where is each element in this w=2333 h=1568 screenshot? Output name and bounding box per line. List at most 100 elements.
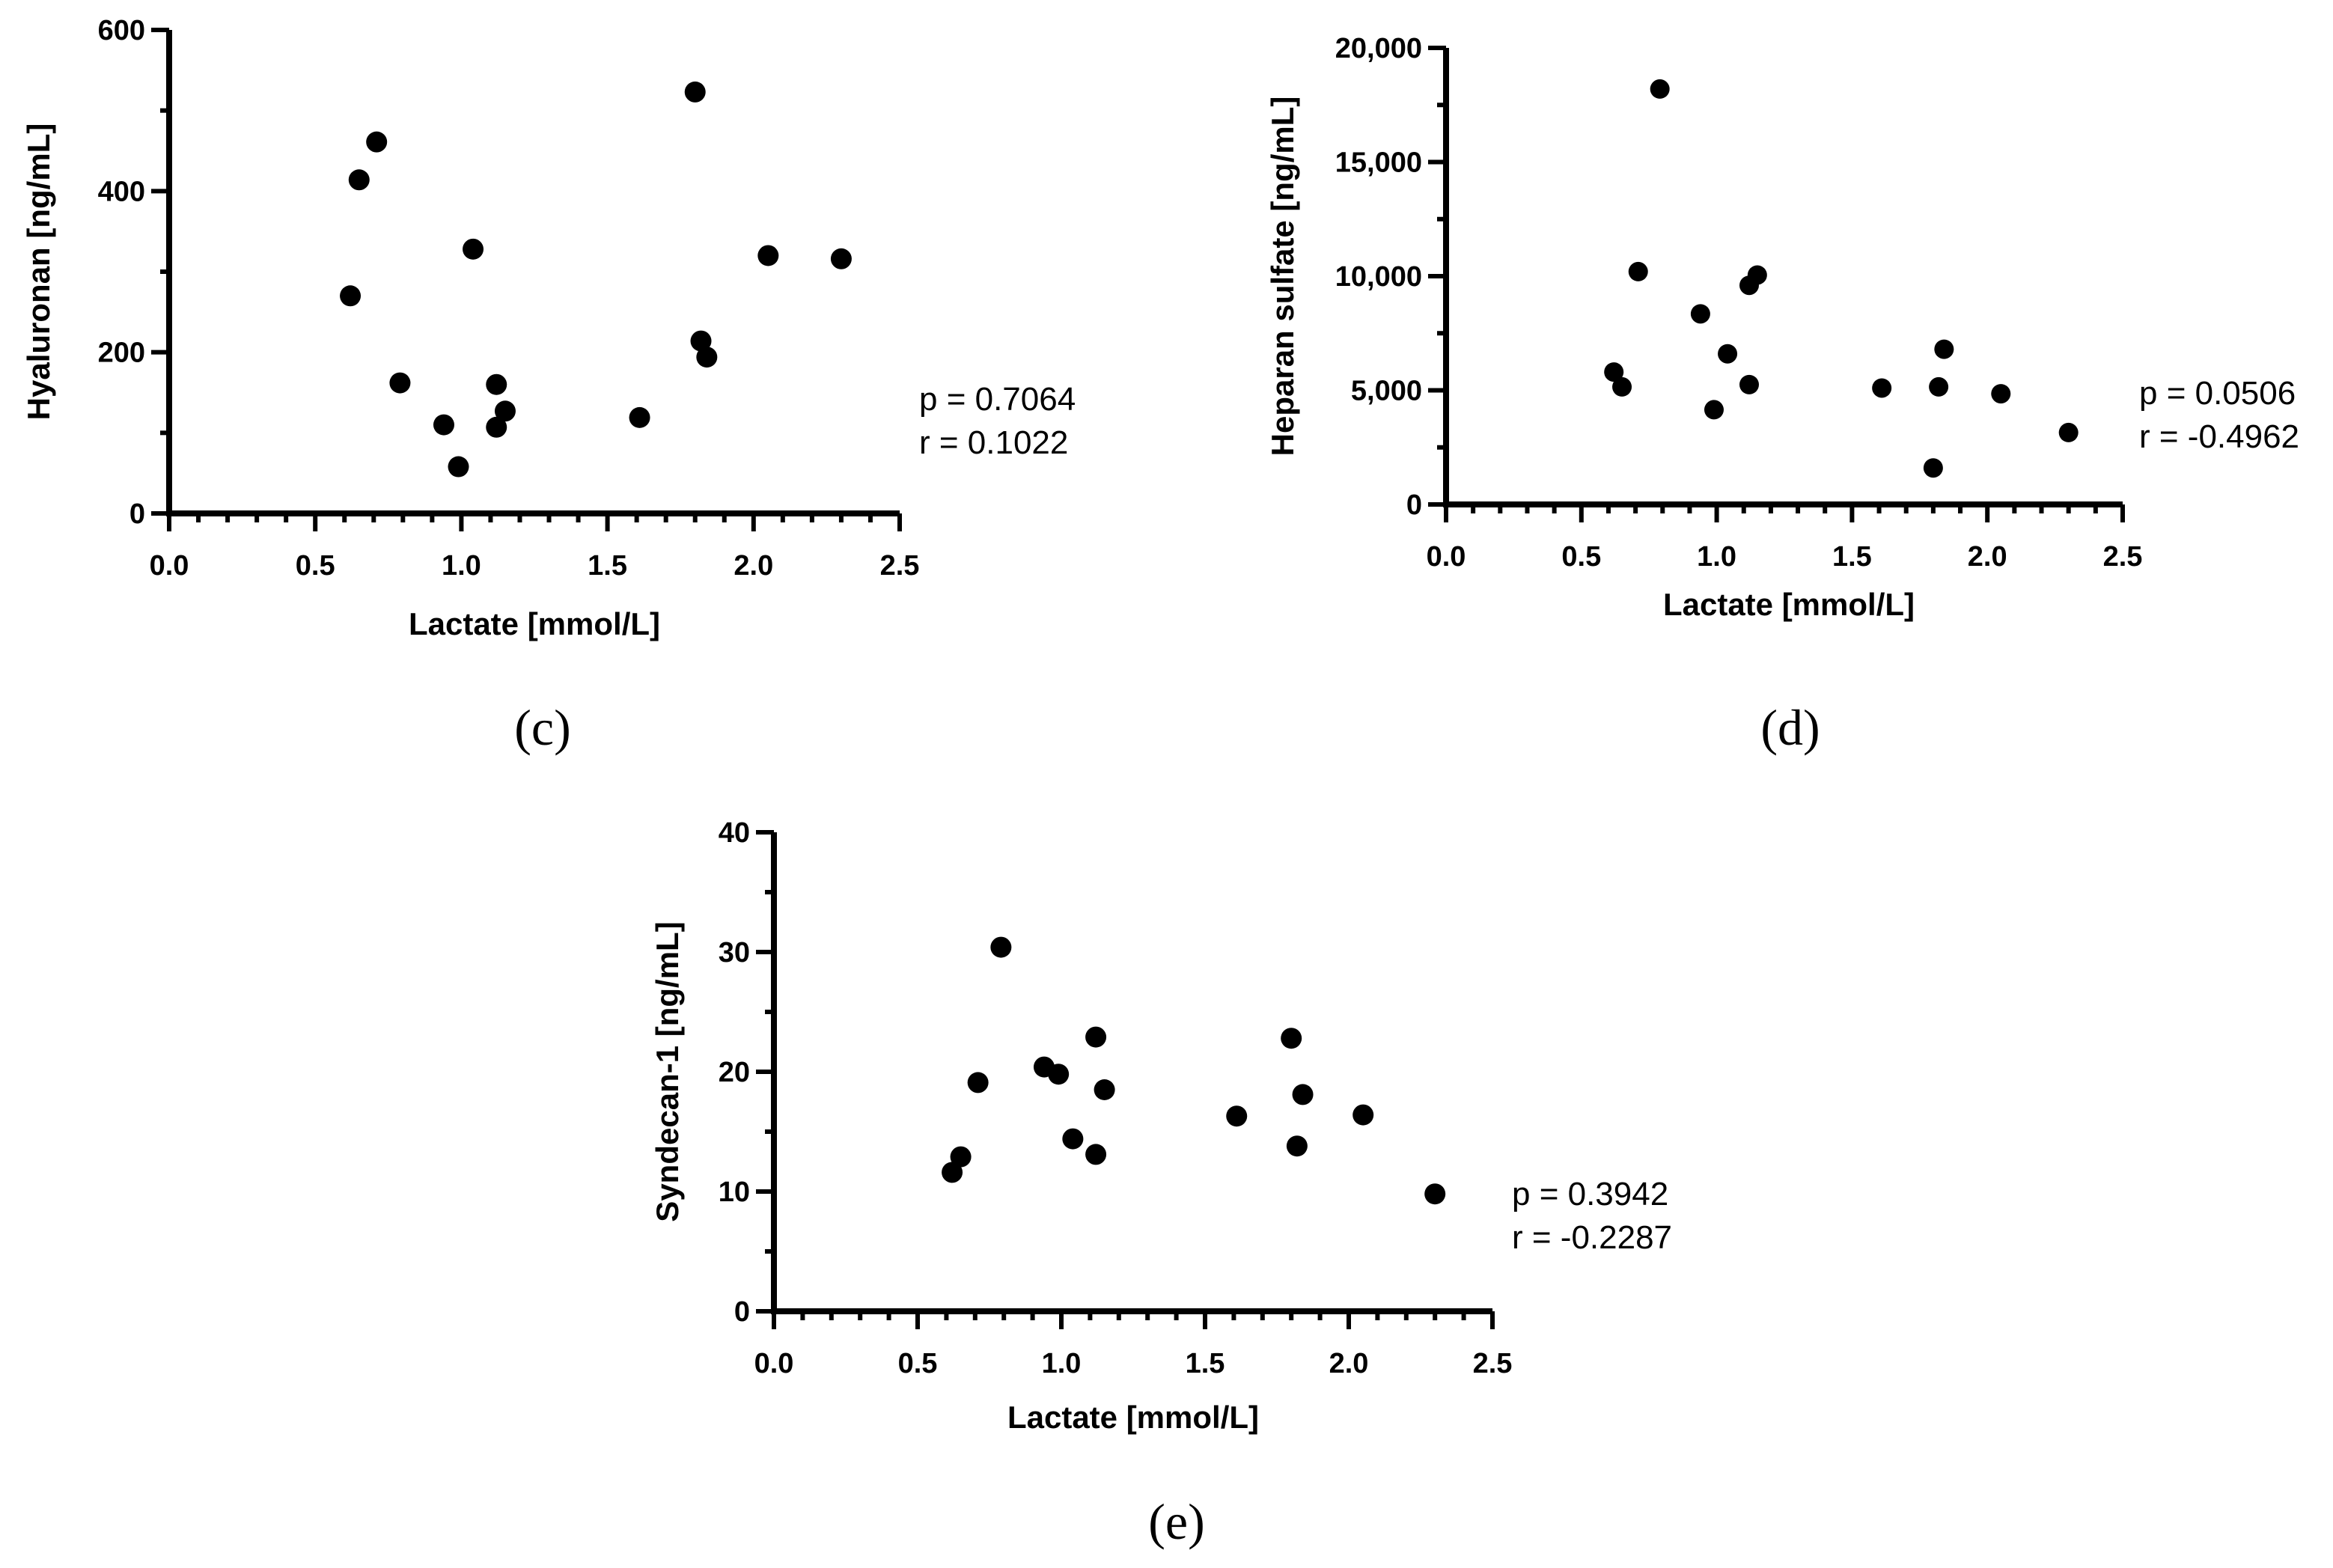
data-point	[1923, 458, 1943, 478]
y-tick-label: 0	[734, 1296, 750, 1328]
y-tick-labels: 0 10 20 30 40	[719, 817, 750, 1328]
data-point	[629, 406, 650, 428]
tick-marks	[1428, 46, 2125, 522]
tick-marks	[756, 830, 1495, 1329]
data-point	[1085, 1144, 1107, 1165]
x-tick-label: 1.0	[1042, 1348, 1082, 1379]
x-tick-label: 1.5	[1832, 541, 1872, 573]
r-value-text: r = -0.4962	[2139, 418, 2299, 455]
y-tick-label: 200	[98, 338, 145, 369]
data-point	[348, 169, 370, 191]
data-point	[830, 248, 852, 269]
data-point	[950, 1146, 972, 1168]
data-point	[494, 400, 516, 422]
data-point	[433, 414, 454, 436]
x-tick-label: 2.5	[2103, 541, 2143, 573]
data-point	[942, 1162, 963, 1183]
x-tick-label: 0.0	[754, 1348, 794, 1379]
data-point	[1226, 1105, 1248, 1127]
y-tick-labels: 0 5,000 10,000 15,000 20,000	[1335, 33, 1422, 521]
data-points	[942, 936, 1446, 1205]
data-point	[1704, 400, 1724, 420]
data-point	[1352, 1104, 1374, 1126]
data-point	[1872, 378, 1892, 398]
x-tick-label: 1.0	[442, 550, 481, 582]
data-point	[1424, 1183, 1446, 1205]
x-tick-label: 2.5	[1473, 1348, 1513, 1379]
y-tick-label: 400	[98, 176, 145, 207]
y-tick-label: 40	[719, 817, 750, 849]
x-tick-label: 2.0	[734, 550, 773, 582]
data-point	[1690, 304, 1710, 324]
data-point	[967, 1072, 989, 1093]
data-point	[1991, 384, 2011, 404]
y-axis-title: Hyaluronan [ng/mL]	[21, 123, 56, 421]
panel-label-e: (e)	[1148, 1493, 1204, 1550]
x-tick-label: 0.5	[1561, 541, 1601, 573]
x-tick-label: 1.5	[1186, 1348, 1225, 1379]
data-point	[1604, 362, 1624, 382]
y-tick-label: 10	[719, 1177, 750, 1208]
chart-panel-e: 0.0 0.5 1.0 1.5 2.0 2.5 0 10 20 30 40 Lactate [mm…	[650, 817, 1672, 1550]
data-point	[1650, 79, 1670, 99]
data-point	[1094, 1079, 1115, 1100]
chart-panel-d: 0.0 0.5 1.0 1.5 2.0 2.5 0 5,000 10,000 15,000 20,…	[1265, 33, 2299, 756]
data-point	[1062, 1128, 1084, 1150]
data-point	[1048, 1064, 1070, 1085]
y-tick-label: 20	[719, 1057, 750, 1088]
y-tick-label: 0	[129, 498, 145, 530]
x-tick-label: 2.5	[880, 550, 920, 582]
y-tick-label: 600	[98, 15, 145, 46]
data-point	[340, 285, 362, 307]
y-tick-label: 20,000	[1335, 33, 1422, 64]
axes-frame	[166, 30, 900, 516]
y-tick-labels: 0 200 400 600	[98, 15, 145, 530]
panel-label-c: (c)	[514, 699, 570, 756]
data-point	[1628, 261, 1648, 281]
data-points	[340, 81, 852, 478]
x-axis-title: Lactate [mmol/L]	[409, 606, 660, 641]
y-axis-title: Syndecan-1 [ng/mL]	[650, 921, 685, 1221]
p-value-text: p = 0.3942	[1512, 1176, 1668, 1212]
data-point	[1718, 344, 1738, 364]
x-tick-label: 2.0	[1329, 1348, 1369, 1379]
x-tick-label: 1.0	[1697, 541, 1736, 573]
x-axis-title: Lactate [mmol/L]	[1663, 587, 1915, 622]
r-value-text: r = 0.1022	[919, 424, 1068, 461]
x-tick-label: 0.0	[150, 550, 189, 582]
p-value-text: p = 0.7064	[919, 381, 1076, 418]
x-tick-label: 0.5	[898, 1348, 938, 1379]
data-point	[1612, 376, 1632, 397]
y-tick-label: 5,000	[1351, 376, 1422, 407]
r-value-text: r = -0.2287	[1512, 1219, 1672, 1256]
panel-label-d: (d)	[1760, 699, 1820, 756]
data-point	[1929, 376, 1949, 397]
data-point	[1286, 1135, 1308, 1157]
data-point	[1281, 1028, 1302, 1049]
data-point	[684, 81, 706, 103]
y-axis-title: Heparan sulfate [ng/mL]	[1265, 97, 1300, 457]
data-point	[389, 372, 411, 394]
p-value-text: p = 0.0506	[2139, 375, 2296, 412]
data-point	[448, 456, 469, 478]
data-point	[1739, 374, 1759, 394]
x-axis-title: Lactate [mmol/L]	[1007, 1400, 1259, 1435]
x-tick-labels: 0.0 0.5 1.0 1.5 2.0 2.5	[754, 1348, 1513, 1379]
data-point	[757, 245, 779, 266]
data-point	[696, 347, 718, 368]
chart-panel-c: 0.0 0.5 1.0 1.5 2.0 2.5 0 200 400 600 Lactate [m…	[21, 15, 1076, 756]
x-tick-labels: 0.0 0.5 1.0 1.5 2.0 2.5	[1427, 541, 2143, 573]
x-tick-label: 0.5	[296, 550, 335, 582]
data-point	[486, 373, 507, 395]
data-point	[463, 238, 484, 260]
data-points	[1604, 79, 2079, 478]
data-point	[1292, 1084, 1314, 1105]
data-point	[2058, 422, 2079, 442]
y-tick-label: 10,000	[1335, 261, 1422, 293]
data-point	[1934, 339, 1954, 359]
data-point	[1085, 1026, 1107, 1048]
y-tick-label: 15,000	[1335, 147, 1422, 179]
data-point	[1747, 265, 1767, 285]
axes-frame	[771, 832, 1492, 1314]
